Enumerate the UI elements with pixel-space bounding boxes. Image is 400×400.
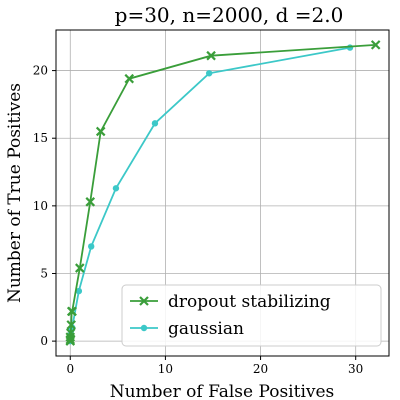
data-point [66, 320, 77, 330]
data-point [112, 185, 120, 192]
legend-entry-0: dropout stabilizing [130, 292, 331, 312]
legend-entry-1: gaussian [130, 319, 244, 339]
data-point [95, 126, 106, 137]
data-point [151, 120, 159, 127]
data-point [67, 306, 77, 317]
plot-frame [55, 29, 390, 357]
series-0 [65, 40, 381, 346]
data-point [206, 50, 216, 61]
y-tick-label: 0 [40, 334, 48, 348]
y-axis-label: Number of True Positives [5, 83, 25, 303]
y-tick-label: 20 [33, 64, 48, 78]
data-point [205, 70, 213, 77]
data-point [85, 197, 96, 207]
x-tick-label: 20 [253, 362, 268, 376]
data-point [75, 287, 83, 295]
x-tick-label: 10 [158, 362, 173, 376]
legend: dropout stabilizing gaussian [121, 284, 382, 347]
data-point [65, 328, 76, 338]
y-tick-label: 5 [40, 266, 48, 280]
data-point [75, 263, 85, 273]
series-layer [65, 40, 381, 346]
legend-marker [140, 324, 148, 332]
x-tick-label: 0 [66, 362, 74, 376]
legend-label: dropout stabilizing [168, 292, 331, 312]
y-tick-label: 15 [33, 131, 48, 145]
data-point [124, 73, 135, 84]
tick-layer: 0 10 20 30 0 5 10 15 20 [33, 64, 364, 376]
data-point [88, 243, 95, 250]
y-tick-label: 10 [33, 199, 48, 213]
legend-marker [139, 296, 149, 306]
x-tick-label: 30 [348, 362, 363, 376]
data-point [370, 40, 381, 50]
x-axis-label: Number of False Positives [110, 382, 335, 400]
chart-title: p=30, n=2000, d =2.0 [115, 3, 344, 27]
legend-label: gaussian [168, 319, 244, 339]
legend-box [121, 284, 382, 347]
